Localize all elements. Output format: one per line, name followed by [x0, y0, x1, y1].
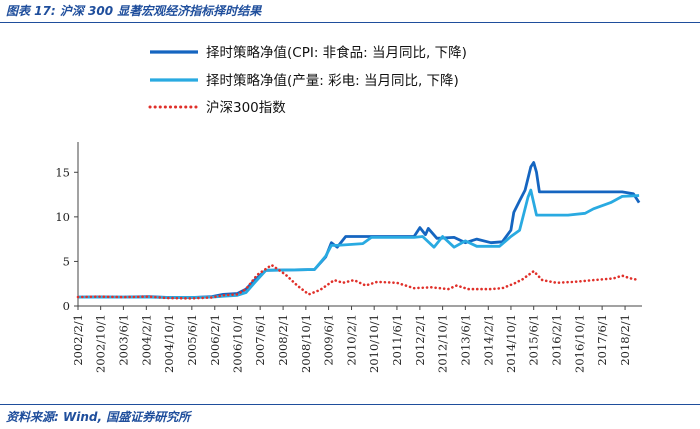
- x-tick-label: 2004/10/1: [162, 314, 176, 373]
- header-rule: [0, 22, 700, 23]
- source-note: 资料来源: Wind, 国盛证券研究所: [6, 410, 191, 424]
- x-tick-label: 2013/6/1: [458, 314, 472, 366]
- x-tick-label: 2003/6/1: [116, 314, 130, 366]
- series-line-1: [77, 161, 641, 299]
- x-tick-label: 2002/10/1: [94, 314, 108, 373]
- x-tick-label: 2006/2/1: [208, 314, 222, 366]
- x-tick-label: 2016/10/1: [572, 314, 586, 373]
- chart: 择时策略净值(CPI: 非食品: 当月同比, 下降) 择时策略净值(产量: 彩电:…: [55, 44, 642, 373]
- x-tick-label: 2011/6/1: [390, 314, 404, 366]
- x-tick-label: 2010/2/1: [345, 314, 359, 366]
- x-tick-label: 2018/2/1: [618, 314, 632, 366]
- figure-title: 图表 17: 沪深 300 显著宏观经济指标择时结果: [6, 4, 262, 18]
- x-tick-label: 2009/6/1: [322, 314, 336, 366]
- x-tick-label: 2015/6/1: [527, 314, 541, 366]
- legend-label-1: 择时策略净值(CPI: 非食品: 当月同比, 下降): [206, 44, 467, 61]
- x-tick-label: 2012/10/1: [436, 314, 450, 373]
- x-tick-label: 2016/2/1: [550, 314, 564, 366]
- x-tick-label: 2006/10/1: [230, 314, 244, 373]
- x-tick-label: 2005/6/1: [185, 314, 199, 366]
- footer-rule: [0, 404, 700, 405]
- x-tick-label: 2012/2/1: [413, 314, 427, 366]
- axes: 0 5 10 15 2002/2/1 2002/10/1 2003/6/1 2004/2/1 2…: [55, 142, 642, 373]
- x-tick-label: 2014/2/1: [481, 314, 495, 366]
- x-tick-label: 2008/2/1: [276, 314, 290, 366]
- x-tick-label: 2007/6/1: [253, 314, 267, 366]
- y-tick-label: 10: [55, 210, 70, 224]
- x-tick-label: 2017/6/1: [595, 314, 609, 366]
- plot-area: [76, 161, 641, 300]
- y-tick-label: 5: [63, 254, 70, 268]
- x-tick-label: 2008/10/1: [299, 314, 313, 373]
- x-tick-label: 2010/10/1: [367, 314, 381, 373]
- series-line-3: [76, 263, 641, 300]
- legend: 择时策略净值(CPI: 非食品: 当月同比, 下降) 择时策略净值(产量: 彩电:…: [148, 44, 467, 116]
- x-tick-label: 2004/2/1: [139, 314, 153, 366]
- y-tick-label: 15: [55, 165, 70, 179]
- legend-label-2: 择时策略净值(产量: 彩电: 当月同比, 下降): [206, 72, 459, 89]
- x-tick-label: 2002/2/1: [71, 314, 85, 366]
- legend-label-3: 沪深300指数: [206, 100, 286, 116]
- y-tick-label: 0: [63, 299, 70, 313]
- x-tick-label: 2014/10/1: [504, 314, 518, 373]
